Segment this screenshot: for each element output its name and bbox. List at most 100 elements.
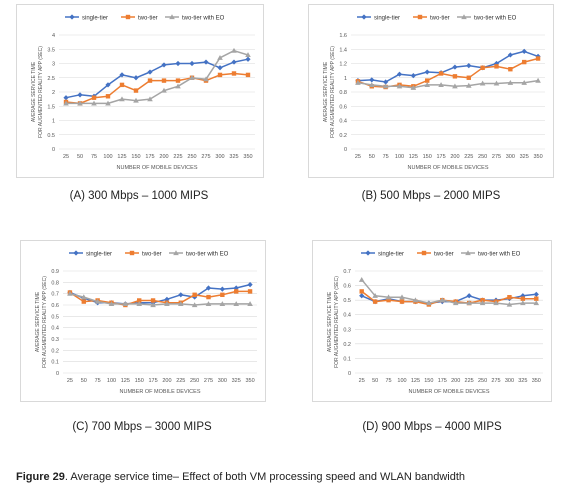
y-axis-label-line: FOR AUGMENTED REALITY APP (SEC) (334, 276, 340, 368)
x-axis-label: NUMBER OF MOBILE DEVICES (117, 165, 198, 171)
data-point-two-tier (175, 78, 181, 83)
x-tick-label: 325 (520, 154, 529, 160)
y-tick-label: 0.3 (343, 327, 351, 333)
data-point-single-tier (245, 56, 251, 62)
data-point-two-tier (150, 298, 156, 303)
series-line-single-tier (65, 58, 249, 99)
data-point-two-tier (507, 295, 512, 300)
y-axis-label-line: FOR AUGMENTED REALITY APP (SEC) (42, 276, 48, 368)
legend-marker-two-tier (421, 250, 427, 256)
y-tick-label: 0.6 (339, 104, 347, 110)
x-tick-label: 250 (478, 154, 487, 160)
y-tick-label: 2.5 (47, 76, 55, 82)
data-point-two-tier-with-eo (355, 79, 361, 85)
y-tick-label: 2 (52, 90, 55, 96)
x-tick-label: 350 (533, 154, 542, 160)
data-point-single-tier (175, 60, 181, 67)
legend: single-tier two-tier two-tier with EO (361, 250, 521, 258)
legend-marker-single-tier (361, 14, 367, 20)
y-axis-label-line: FOR AUGMENTED REALITY APP (SEC) (330, 46, 336, 138)
legend: single-tier two-tier two-tier with EO (65, 14, 225, 22)
data-point-two-tier-with-eo (91, 100, 97, 106)
data-point-two-tier-with-eo (80, 294, 87, 300)
caption-d: (D) 900 Mbps – 4000 MIPS (362, 421, 502, 433)
data-point-two-tier (133, 88, 139, 93)
chart-panel-a: single-tier two-tier two-tier with EO 0 0.5 1… (16, 4, 264, 178)
x-tick-label: 150 (424, 378, 433, 384)
data-point-single-tier (410, 73, 416, 79)
x-tick-label: 250 (190, 378, 199, 384)
data-point-two-tier-with-eo (372, 292, 378, 298)
y-tick-label: 1.6 (339, 33, 347, 39)
data-point-two-tier-with-eo (161, 87, 167, 93)
y-tick-label: 0.7 (51, 292, 59, 298)
x-tick-label: 175 (145, 154, 154, 160)
data-point-two-tier-with-eo (94, 298, 101, 304)
chart-d: single-tier two-tier two-tier with EO00.10… (327, 250, 543, 395)
x-tick-label: 325 (232, 378, 241, 384)
data-point-two-tier-with-eo (77, 100, 83, 106)
series-two-tier-with-eo (355, 77, 541, 90)
data-point-two-tier-with-eo (105, 100, 111, 106)
data-point-two-tier-with-eo (136, 301, 143, 306)
x-tick-label: 325 (229, 154, 238, 160)
data-point-two-tier (161, 78, 167, 83)
x-tick-label: 50 (372, 378, 378, 384)
data-point-two-tier-with-eo (382, 83, 389, 89)
data-point-two-tier-with-eo (426, 300, 432, 306)
data-point-two-tier (247, 289, 253, 294)
data-point-two-tier (137, 298, 142, 303)
data-point-two-tier (425, 78, 430, 83)
x-tick-label: 25 (355, 154, 361, 160)
x-tick-label: 50 (81, 378, 87, 384)
data-point-two-tier-with-eo (424, 82, 431, 87)
data-point-single-tier (205, 285, 212, 291)
legend-label-two-tier-with-eo: two-tier with EO (182, 16, 225, 22)
legend: single-tier two-tier two-tier with EO (69, 250, 229, 258)
data-point-single-tier (105, 82, 111, 88)
y-axis-label-line: AVERAGE SERVICE TIME (323, 61, 329, 122)
x-tick-label: 200 (159, 154, 168, 160)
caption-b: (B) 500 Mbps – 2000 MIPS (361, 190, 501, 202)
data-point-single-tier (147, 69, 153, 75)
series-line-two-tier-with-eo (361, 279, 537, 306)
data-point-single-tier (161, 62, 167, 68)
y-tick-label: 3 (52, 62, 55, 68)
data-point-two-tier-with-eo (164, 301, 170, 306)
series-line-two-tier (65, 72, 249, 105)
series-two-tier-with-eo (63, 47, 251, 106)
data-point-two-tier-with-eo (520, 300, 526, 306)
figure-label: Figure 29 (16, 471, 65, 483)
data-point-single-tier (466, 293, 472, 299)
data-point-two-tier-with-eo (133, 97, 139, 103)
data-point-two-tier (480, 297, 485, 303)
series-two-tier-with-eo (67, 290, 253, 308)
data-point-single-tier (247, 282, 253, 288)
x-tick-label: 275 (204, 378, 213, 384)
data-point-two-tier (217, 72, 223, 78)
y-tick-label: 0.5 (51, 314, 59, 320)
y-axis-label: AVERAGE SERVICE TIME FOR AUGMENTED REALIT… (31, 46, 44, 138)
data-point-single-tier (231, 59, 237, 65)
x-tick-label: 350 (245, 378, 254, 384)
y-axis-label: AVERAGE SERVICE TIME FOR AUGMENTED REALIT… (323, 46, 336, 138)
legend-label-two-tier: two-tier (430, 16, 450, 22)
data-point-two-tier-with-eo (535, 77, 541, 83)
x-tick-label: 50 (369, 154, 375, 160)
y-tick-label: 0 (56, 371, 59, 377)
y-axis-label-line: AVERAGE SERVICE TIME (35, 291, 41, 352)
data-point-two-tier-with-eo (231, 47, 237, 53)
x-tick-label: 75 (386, 378, 392, 384)
series-line-single-tier (357, 50, 539, 83)
y-axis: 0 0.1 0.2 0.3 0.4 0.5 0.6 0.7 0.8 0.9 (51, 269, 257, 377)
data-point-two-tier-with-eo (205, 301, 212, 306)
data-point-single-tier (359, 293, 365, 299)
data-point-two-tier (220, 292, 225, 297)
y-tick-label: 0.2 (339, 133, 347, 139)
y-axis-label: AVERAGE SERVICE TIME FOR AUGMENTED REALIT… (35, 276, 48, 368)
data-point-two-tier (231, 71, 237, 76)
data-point-two-tier-with-eo (119, 96, 125, 102)
data-point-single-tier (178, 292, 184, 298)
data-point-two-tier (494, 64, 499, 69)
data-point-single-tier (189, 60, 195, 67)
